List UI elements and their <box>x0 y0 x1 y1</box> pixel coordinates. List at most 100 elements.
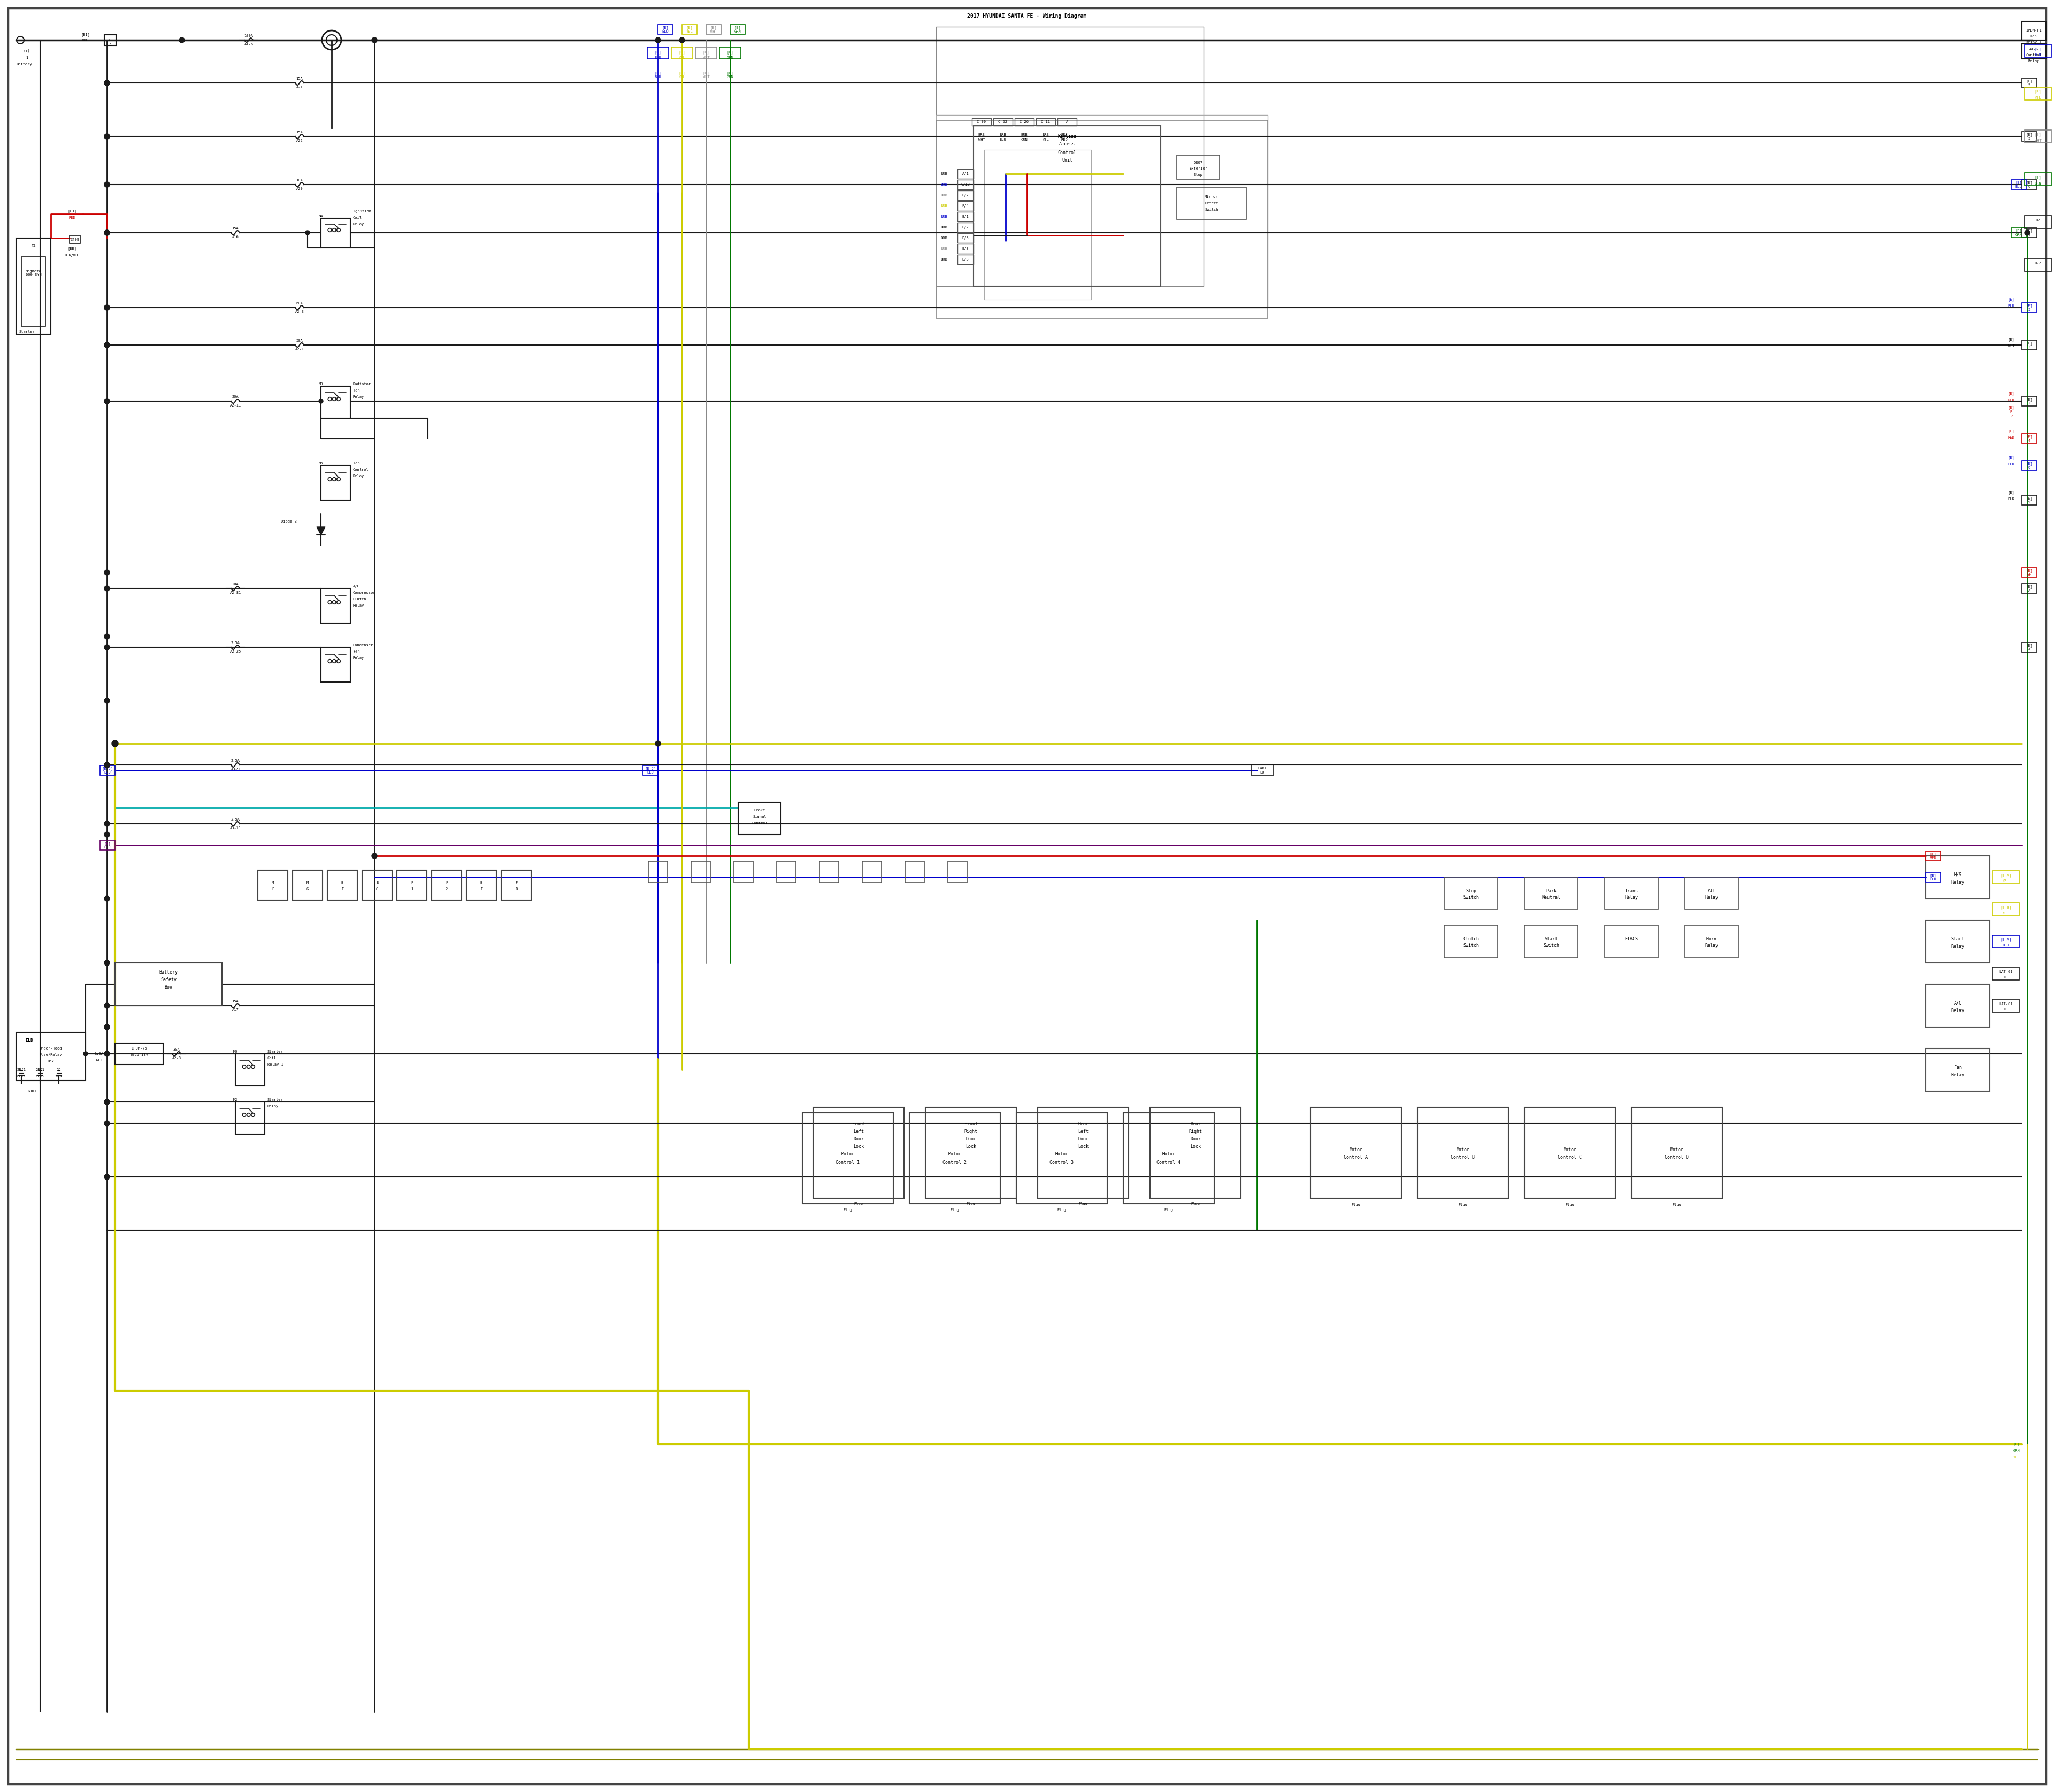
Text: A2-3: A2-3 <box>296 310 304 314</box>
Text: BRB: BRB <box>941 247 947 251</box>
Bar <box>70 235 80 244</box>
Bar <box>2025 131 2052 143</box>
Bar <box>2011 228 2025 238</box>
Text: Plug: Plug <box>1672 1202 1682 1206</box>
Circle shape <box>105 229 109 235</box>
Text: A21: A21 <box>296 86 302 90</box>
Text: [E]
YEL: [E] YEL <box>686 25 692 32</box>
Text: [E]: [E] <box>2009 339 2015 342</box>
Text: BRB: BRB <box>941 183 947 186</box>
Text: Starter: Starter <box>18 330 35 333</box>
Text: IPDM-F1: IPDM-F1 <box>2025 29 2042 32</box>
Text: Door: Door <box>852 1136 865 1142</box>
Text: Motor: Motor <box>1163 1152 1175 1156</box>
Text: Door: Door <box>1078 1136 1089 1142</box>
Text: Box: Box <box>164 986 173 989</box>
Bar <box>105 34 117 45</box>
Text: Plug: Plug <box>951 1208 959 1211</box>
Bar <box>327 871 357 900</box>
Text: B: B <box>376 882 378 883</box>
Text: [E]
WHT: [E] WHT <box>702 72 709 79</box>
Text: M: M <box>306 882 308 883</box>
Text: BRB: BRB <box>941 237 947 240</box>
Text: RED: RED <box>1062 138 1068 142</box>
Text: LAT-01: LAT-01 <box>1999 1002 2013 1005</box>
Bar <box>21 256 45 326</box>
Bar <box>803 1113 893 1204</box>
Text: Coil: Coil <box>267 1057 277 1059</box>
Text: BLU: BLU <box>2009 462 2015 466</box>
Text: Plug: Plug <box>1565 1202 1575 1206</box>
Text: A2-1: A2-1 <box>296 348 304 351</box>
Text: [E]
A: [E] A <box>2025 584 2033 591</box>
Text: WHT: WHT <box>702 56 709 59</box>
Text: Relay: Relay <box>2027 59 2040 63</box>
Text: 2: 2 <box>446 887 448 891</box>
Text: Plug: Plug <box>1191 1202 1200 1206</box>
Text: Fan: Fan <box>353 389 359 392</box>
Bar <box>320 466 351 500</box>
Text: Control: Control <box>353 468 370 471</box>
Text: BL-L: BL-L <box>16 1075 27 1077</box>
Text: A11: A11 <box>97 1059 103 1063</box>
Bar <box>984 151 1091 299</box>
Text: 60A: 60A <box>296 301 302 305</box>
Bar <box>974 125 1161 287</box>
Text: Detect: Detect <box>1206 202 1218 204</box>
Bar <box>647 47 670 59</box>
Text: Door: Door <box>1189 1136 1202 1142</box>
Text: IPDM-75: IPDM-75 <box>131 1047 148 1050</box>
Text: Security: Security <box>129 1054 148 1057</box>
Bar <box>1017 1113 1107 1204</box>
Bar <box>994 118 1013 125</box>
Text: YEL: YEL <box>2013 1455 2019 1459</box>
Bar <box>1927 857 1990 898</box>
Text: Starter: Starter <box>267 1050 283 1054</box>
Text: 1: 1 <box>411 887 413 891</box>
Bar <box>2025 88 2052 100</box>
Text: [E]
4: [E] 4 <box>2025 435 2033 443</box>
Text: 1.5A: 1.5A <box>94 1052 103 1055</box>
Text: [E]
BLU: [E] BLU <box>2015 181 2021 188</box>
Text: BRB: BRB <box>1041 133 1050 136</box>
Text: Plug: Plug <box>1058 1208 1066 1211</box>
Text: [E]
BLU: [E] BLU <box>655 72 661 79</box>
Bar <box>115 962 222 1005</box>
Text: F: F <box>271 887 273 891</box>
Text: BRB: BRB <box>941 215 947 219</box>
Text: [E]
A: [E] A <box>2025 643 2033 650</box>
Text: Relay: Relay <box>1705 894 1719 900</box>
Bar <box>737 803 781 835</box>
Text: Motor: Motor <box>1563 1147 1577 1152</box>
Bar <box>2021 340 2038 349</box>
Bar <box>259 871 288 900</box>
Text: [E]: [E] <box>702 50 709 54</box>
Circle shape <box>105 134 109 140</box>
Text: M6: M6 <box>318 462 322 464</box>
Text: Control 3: Control 3 <box>1050 1159 1074 1165</box>
Bar <box>776 862 797 883</box>
Text: Motor: Motor <box>1670 1147 1684 1152</box>
Text: [EJ]: [EJ] <box>68 210 76 213</box>
Text: BRB: BRB <box>1000 133 1006 136</box>
Text: 1: 1 <box>109 43 111 47</box>
Text: A: A <box>1066 120 1068 124</box>
Bar <box>1037 1107 1128 1199</box>
Text: 100A: 100A <box>244 34 253 38</box>
Text: WHT: WHT <box>2036 140 2042 142</box>
Bar <box>236 1102 265 1134</box>
Text: [E]: [E] <box>2009 491 2015 495</box>
Text: Relay: Relay <box>1705 943 1719 948</box>
Text: Control 4: Control 4 <box>1156 1159 1181 1165</box>
Circle shape <box>111 740 119 747</box>
Text: Coil: Coil <box>353 217 362 219</box>
Bar <box>957 254 974 263</box>
Text: Relay: Relay <box>353 396 364 398</box>
Text: E/3: E/3 <box>961 247 969 251</box>
Text: [E]
9: [E] 9 <box>2025 496 2033 504</box>
Circle shape <box>372 38 378 43</box>
Text: [E]
6: [E] 6 <box>2025 181 2033 188</box>
Circle shape <box>105 762 109 767</box>
Text: Lock: Lock <box>1189 1145 1202 1149</box>
Text: 2C: 2C <box>58 1068 62 1072</box>
